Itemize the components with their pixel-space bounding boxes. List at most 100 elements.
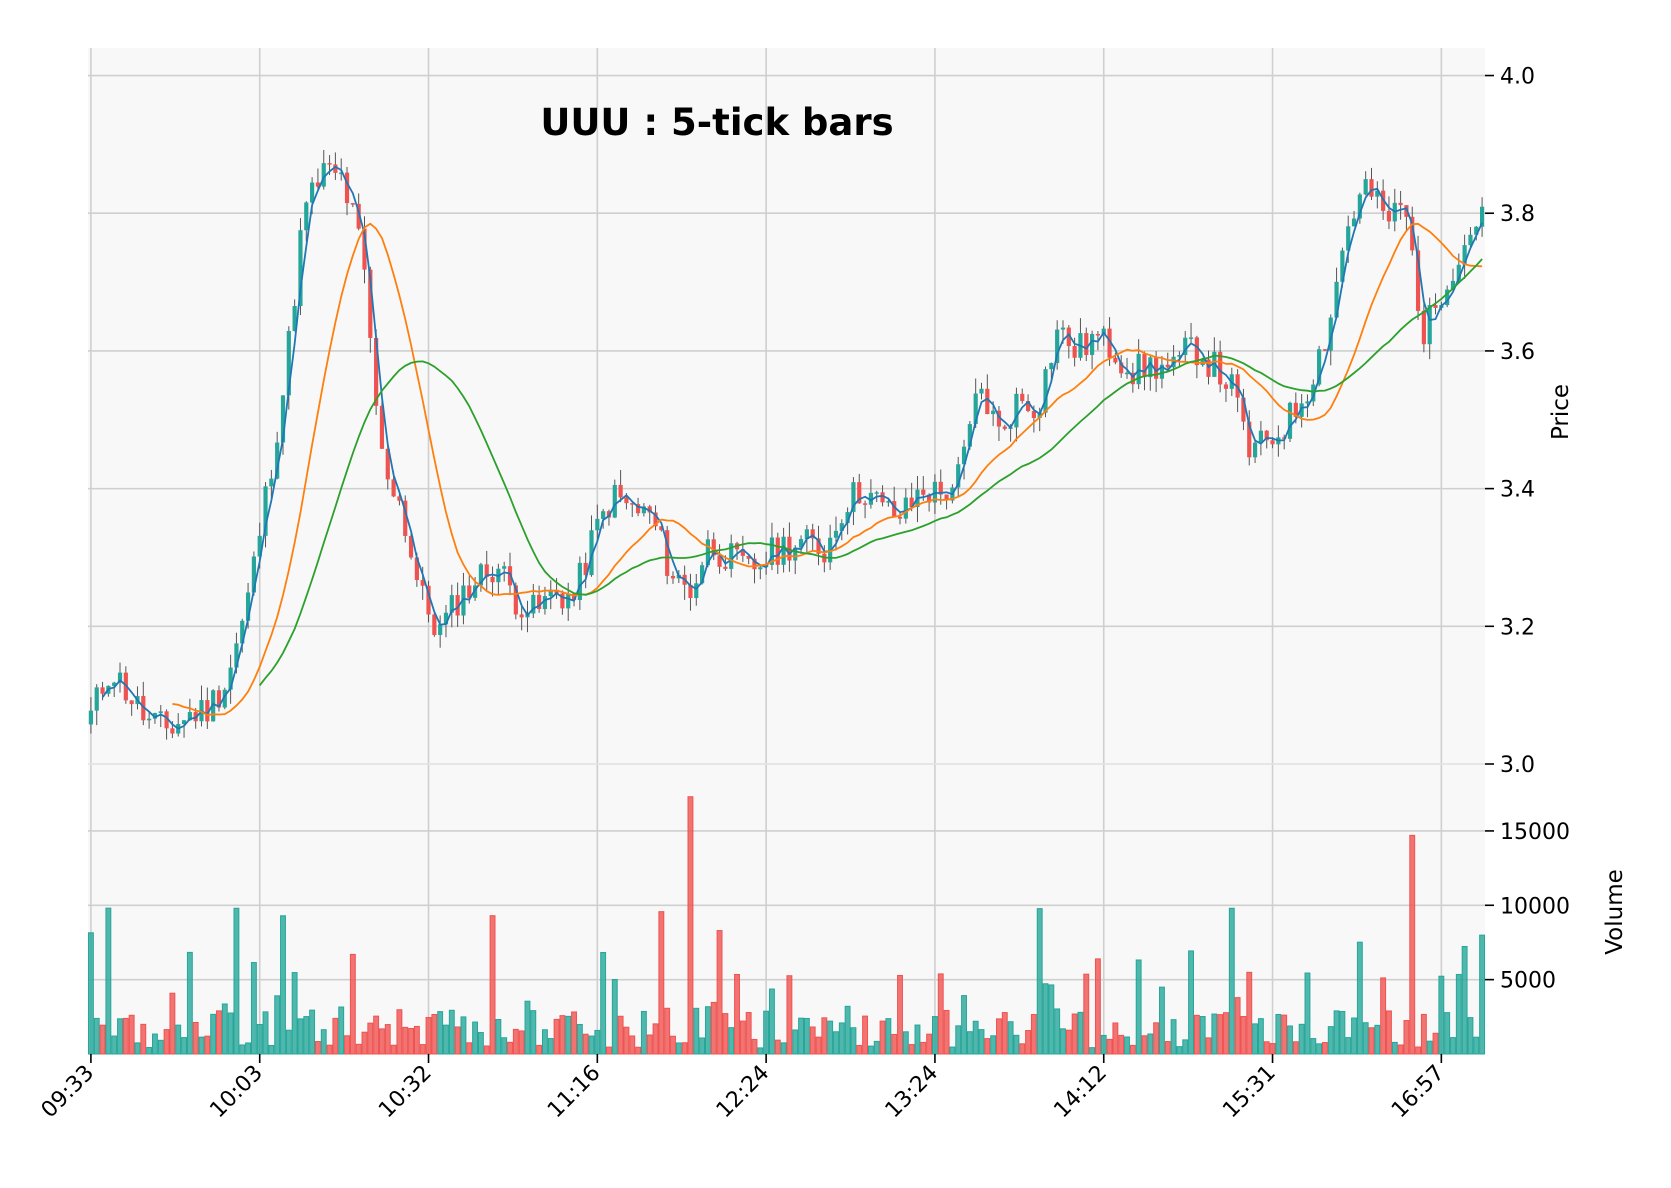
volume-bar [1094, 958, 1101, 1055]
candle-body [845, 512, 850, 524]
candle-body [868, 492, 873, 505]
candle [152, 712, 158, 724]
candle [1287, 401, 1293, 443]
candle [1386, 196, 1392, 230]
candle [158, 705, 163, 728]
volume-bar [285, 1029, 292, 1055]
candle [1474, 225, 1479, 241]
volume-bar [1193, 1014, 1200, 1055]
candle [595, 504, 600, 542]
candle [1002, 424, 1007, 431]
volume-bar [1327, 1026, 1334, 1055]
candle-body [857, 482, 862, 504]
candle-body [403, 500, 408, 536]
candle [263, 482, 268, 548]
candle-body [1258, 430, 1263, 443]
candle-body [490, 576, 495, 583]
volume-bar [687, 796, 694, 1055]
volume-bar [111, 1035, 118, 1055]
candle [1445, 285, 1450, 308]
candle-body [798, 539, 804, 548]
candle-body [991, 410, 996, 415]
volume-bar [1223, 1012, 1229, 1055]
volume-bar [681, 1042, 688, 1055]
volume-bar [1438, 975, 1445, 1055]
candle-body [263, 486, 268, 536]
volume-bar [640, 1010, 647, 1055]
volume-bar [821, 1017, 828, 1055]
candle-body [956, 464, 961, 488]
candle-body [321, 163, 326, 187]
volume-bar [425, 1017, 432, 1055]
candle-body [368, 269, 373, 338]
volume-bar [1432, 1032, 1439, 1055]
candle [531, 584, 536, 619]
candle-body [670, 575, 676, 579]
volume-bar [413, 1025, 420, 1055]
volume-bar [1071, 1013, 1078, 1055]
candle [449, 584, 454, 628]
candle-body [455, 595, 460, 616]
candle-body [1293, 402, 1298, 417]
volume-bar [1077, 1011, 1084, 1055]
candle-body [1177, 355, 1182, 357]
candle [205, 687, 210, 729]
candle-body [1346, 226, 1351, 251]
candle [181, 720, 187, 738]
candle-body [181, 720, 187, 725]
candle-body [944, 494, 949, 501]
candle [851, 477, 856, 526]
candle-body [1066, 327, 1071, 347]
candle [781, 527, 786, 573]
volume-bar [204, 1035, 211, 1055]
volume-bar [1362, 1022, 1369, 1055]
volume-bar [1083, 973, 1090, 1055]
volume-bar [786, 975, 793, 1055]
volume-bar [507, 1041, 513, 1055]
volume-bar [996, 1018, 1002, 1055]
candle-body [1037, 412, 1042, 418]
volume-bar [990, 1035, 997, 1055]
candle-body [775, 537, 780, 565]
price-tick-label: 3.2 [1500, 615, 1535, 640]
candle-body [531, 594, 536, 614]
candle-body [612, 484, 617, 518]
candle-body [1002, 426, 1007, 429]
candle-body [595, 518, 600, 531]
candle-body [315, 182, 321, 187]
volume-bar [1391, 1041, 1398, 1055]
candle-body [630, 503, 635, 505]
candle-body [537, 594, 542, 610]
volume-bar [216, 1010, 222, 1055]
price-tick-label: 4.0 [1500, 65, 1535, 90]
volume-bar [256, 1023, 263, 1055]
volume-bar [221, 1003, 228, 1055]
volume-bar [320, 1029, 327, 1055]
candle-body [938, 481, 943, 495]
candle-body [752, 558, 757, 570]
candle-body [1427, 305, 1432, 345]
candle [1194, 335, 1199, 379]
volume-bar [524, 1000, 531, 1055]
candle-body [927, 494, 932, 503]
volume-bar [803, 1017, 810, 1055]
volume-bar [1089, 1047, 1096, 1055]
moving-average-15 [172, 222, 1483, 716]
candle [956, 456, 961, 498]
candle [641, 503, 646, 517]
candle-body [1119, 362, 1124, 374]
candle [1043, 366, 1048, 418]
candle-body [257, 535, 262, 557]
volume-bar [809, 1026, 816, 1055]
volume-bar [774, 1039, 781, 1055]
candle-body [304, 202, 309, 231]
candle-body [967, 424, 972, 447]
volume-bar [862, 1015, 869, 1055]
volume-bar [931, 1016, 938, 1055]
candle-body [344, 172, 350, 204]
candle-body [892, 501, 897, 517]
candle-body [443, 612, 449, 625]
candle [729, 534, 734, 578]
candle [147, 711, 152, 729]
